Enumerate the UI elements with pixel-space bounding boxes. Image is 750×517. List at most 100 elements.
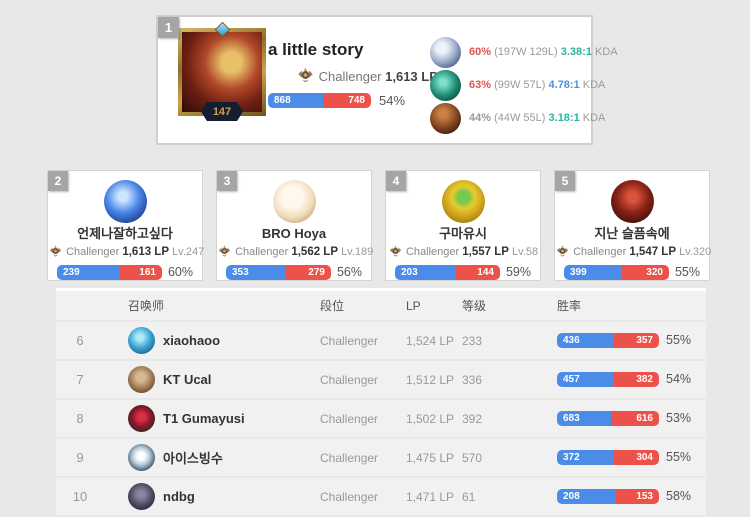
level-value: Lv.58 (511, 246, 539, 258)
player-avatar[interactable] (128, 483, 155, 510)
row-rank: 10 (72, 489, 88, 504)
player-name[interactable]: 지난 슬픔속에 (594, 226, 670, 241)
player-avatar[interactable] (610, 180, 654, 223)
winloss-bar: 436 357 (557, 333, 659, 348)
losses-segment: 320 (622, 265, 669, 280)
player-avatar[interactable] (128, 444, 155, 471)
row-level: 336 (462, 372, 483, 387)
player-name[interactable]: 언제나잘하고싶다 (77, 226, 173, 241)
row-lp: 1,475 LP (406, 450, 455, 465)
row-tier: Challenger (320, 450, 379, 465)
player-name[interactable]: 구마유시 (439, 226, 487, 241)
player-name[interactable]: ndbg (163, 489, 195, 504)
player-name[interactable]: 아이스빙수 (163, 451, 223, 466)
summoner-level-badge: 147 (201, 102, 243, 121)
champion-stat-row[interactable]: 63% (99W 57L) 4.78:1 KDA (430, 69, 618, 101)
rank3-player-card[interactable]: 3 BRO Hoya Challenger 1,562 LP Lv.189 35… (216, 170, 373, 281)
row-lp: 1,524 LP (406, 333, 455, 348)
row-lp: 1,512 LP (406, 372, 455, 387)
row-level: 570 (462, 450, 483, 465)
winloss-bar: 868 748 (268, 93, 371, 108)
challenger-icon (48, 244, 63, 258)
losses-segment: 357 (613, 333, 659, 348)
rank1-player-card[interactable]: 1 147 a little story Challenger 1,613 LP… (156, 15, 618, 145)
wins-segment: 208 (557, 489, 616, 504)
top-champions-list: 60% (197W 129L) 3.38:1 KDA 63% (99W 57L)… (430, 36, 618, 135)
tier-line: Challenger 1,613 LP (296, 66, 438, 87)
rank2-player-card[interactable]: 2 언제나잘하고싶다 Challenger 1,613 LP Lv.247 23… (47, 170, 205, 281)
rank4-player-card[interactable]: 4 구마유시 Challenger 1,557 LP Lv.58 203 144… (385, 170, 541, 281)
champion-winrate: 60% (469, 46, 492, 58)
champion-icon (430, 36, 461, 68)
kda-label: KDA (582, 112, 606, 124)
winrate-percent: 53% (666, 411, 692, 425)
tier-line: Challenger 1,613 LP Lv.247 (48, 244, 205, 260)
wins-segment: 399 (564, 265, 623, 280)
winrate-percent: 55% (666, 333, 692, 347)
winloss-bar-row: 203 144 59% (395, 265, 531, 280)
challenger-icon (555, 244, 570, 258)
wins-segment: 457 (557, 372, 613, 387)
lp-value: 1,557 LP (462, 246, 509, 258)
player-name[interactable]: KT Ucal (163, 372, 212, 387)
player-name[interactable]: xiaohaoo (163, 333, 221, 348)
winloss-bar: 208 153 (557, 489, 659, 504)
row-level: 233 (462, 333, 483, 348)
level-value: Lv.320 (679, 246, 712, 258)
champion-kda-value: 3.38:1 (560, 46, 592, 58)
wins-segment: 683 (557, 411, 611, 426)
champion-winrate: 63% (469, 79, 492, 91)
losses-segment: 144 (456, 265, 500, 280)
table-row[interactable]: 7 KT Ucal Challenger 1,512 LP 336 457 38… (56, 361, 706, 398)
player-avatar[interactable] (128, 327, 155, 354)
winloss-bar: 372 304 (557, 450, 659, 465)
wins-segment: 436 (557, 333, 614, 348)
winloss-bar: 399 320 (564, 265, 669, 280)
wins-segment: 372 (557, 450, 614, 465)
champion-icon (430, 102, 461, 134)
table-row[interactable]: 6 xiaohaoo Challenger 1,524 LP 233 436 3… (56, 322, 706, 359)
table-row[interactable]: 10 ndbg Challenger 1,471 LP 61 208 153 5… (56, 478, 706, 515)
tier-line: Challenger 1,562 LP Lv.189 (217, 244, 373, 260)
player-avatar[interactable] (272, 180, 316, 223)
table-row[interactable]: 9 아이스빙수 Challenger 1,475 LP 570 372 304 … (56, 439, 706, 476)
winloss-bar: 457 382 (557, 372, 659, 387)
winrate-percent: 59% (505, 265, 531, 279)
lp-value: 1,547 LP (629, 246, 676, 258)
header-lp: LP (406, 298, 421, 313)
rank-badge: 2 (48, 171, 68, 191)
player-name[interactable]: T1 Gumayusi (163, 411, 245, 426)
champion-avatar-frame[interactable]: 147 (178, 21, 266, 121)
player-avatar[interactable] (103, 180, 147, 223)
tier-line: Challenger 1,557 LP Lv.58 (386, 244, 540, 260)
player-avatar[interactable] (441, 180, 485, 223)
lp-value: 1,562 LP (291, 246, 338, 258)
champion-icon (430, 69, 461, 101)
table-row[interactable]: 8 T1 Gumayusi Challenger 1,502 LP 392 68… (56, 400, 706, 437)
winloss-bar: 353 279 (226, 265, 331, 280)
winloss-bar-row: 353 279 56% (226, 265, 362, 280)
row-rank: 6 (76, 333, 84, 348)
champion-stat-row[interactable]: 44% (44W 55L) 3.18:1 KDA (430, 102, 618, 134)
losses-segment: 748 (323, 93, 371, 108)
player-avatar[interactable] (128, 366, 155, 393)
rank-badge: 3 (217, 171, 237, 191)
tier-label: Challenger (573, 246, 627, 258)
winloss-bar-row: 868 748 54% (268, 93, 428, 108)
player-name[interactable]: a little story (268, 40, 364, 59)
row-level: 61 (462, 489, 476, 504)
challenger-icon (388, 244, 403, 258)
wins-segment: 239 (57, 265, 120, 280)
player-avatar[interactable] (128, 405, 155, 432)
rank5-player-card[interactable]: 5 지난 슬픔속에 Challenger 1,547 LP Lv.320 399… (554, 170, 712, 281)
winloss-bar: 239 161 (57, 265, 162, 280)
player-name[interactable]: BRO Hoya (261, 226, 327, 241)
row-rank: 8 (76, 411, 84, 426)
rank-badge: 1 (158, 17, 179, 38)
lp-value: 1,613 LP (122, 246, 169, 258)
wins-segment: 203 (395, 265, 457, 280)
level-value: Lv.247 (172, 246, 205, 258)
table-header: 召唤师 段位 LP 等级 胜率 (56, 291, 706, 320)
champion-stat-row[interactable]: 60% (197W 129L) 3.38:1 KDA (430, 36, 618, 68)
losses-segment: 616 (610, 411, 659, 426)
